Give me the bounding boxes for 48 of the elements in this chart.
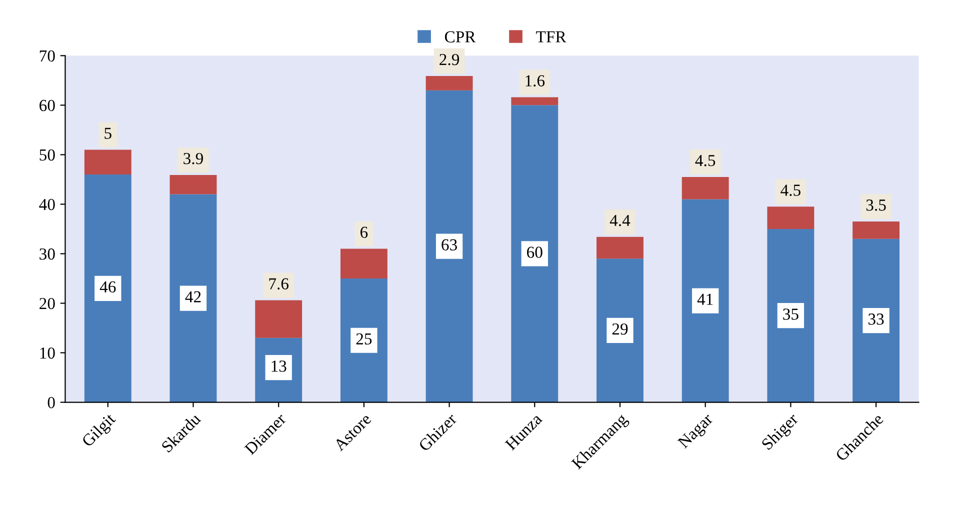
bar (596, 258, 644, 402)
bar (426, 90, 473, 402)
y-tick-label: 70 (40, 50, 55, 62)
bar (767, 206, 814, 229)
bar (511, 97, 558, 106)
data-label: 29 (612, 323, 628, 335)
bar (340, 248, 388, 278)
data-label: 6 (360, 226, 368, 238)
bar (84, 174, 132, 402)
bar (170, 174, 217, 194)
data-label: 3.9 (184, 152, 203, 164)
bar (852, 238, 900, 402)
y-tick-label: 0 (48, 396, 55, 408)
bar (511, 105, 558, 402)
y-tick-label: 10 (40, 347, 55, 359)
bar (170, 194, 217, 402)
data-label: 42 (185, 291, 201, 302)
bar (767, 228, 814, 402)
data-label: 46 (100, 281, 116, 293)
bar (682, 199, 729, 402)
bar (852, 222, 900, 239)
bar (84, 150, 132, 174)
data-label: 2.9 (440, 54, 460, 66)
bar (682, 176, 729, 200)
data-label: 41 (697, 294, 713, 305)
y-tick-label: 60 (40, 100, 55, 112)
bar (255, 300, 302, 338)
data-label: 4.4 (610, 214, 630, 226)
data-label: 3.5 (866, 200, 886, 211)
data-label: 13 (272, 360, 286, 372)
legend-label: CPR (444, 31, 476, 42)
bar (426, 76, 473, 90)
y-tick-label: 20 (40, 298, 55, 310)
data-label: 63 (442, 239, 457, 250)
data-label: 4.5 (780, 184, 800, 196)
bar (596, 236, 644, 259)
data-label: 35 (783, 308, 798, 320)
data-label: 60 (527, 246, 542, 258)
y-tick-label: 30 (40, 248, 55, 260)
data-label: 4.5 (695, 155, 716, 166)
y-tick-label: 50 (40, 149, 55, 161)
data-label: 7.6 (269, 278, 289, 290)
data-label: 25 (356, 333, 372, 345)
y-tick-label: 40 (39, 198, 55, 210)
legend-label: TFR (536, 31, 566, 42)
data-label: 5 (104, 128, 112, 139)
data-label: 33 (868, 314, 884, 325)
data-label: 1.6 (526, 75, 545, 87)
